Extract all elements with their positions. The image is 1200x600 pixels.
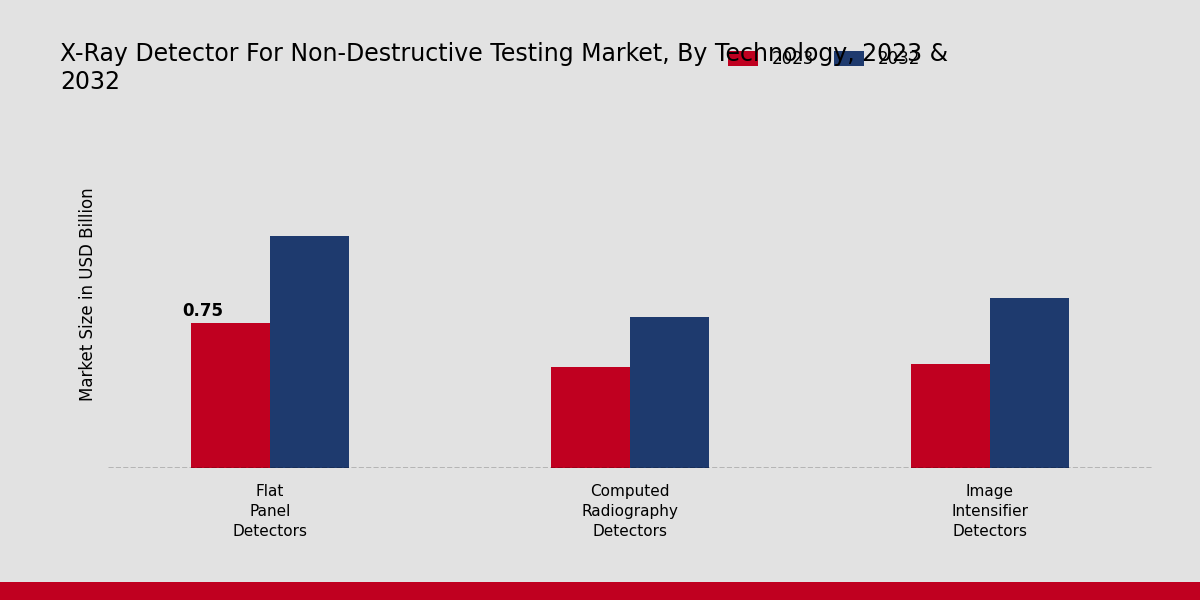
Bar [630, 317, 709, 468]
Bar [990, 298, 1069, 468]
Bar [911, 364, 990, 468]
Bar [191, 323, 270, 468]
Text: 0.75: 0.75 [182, 302, 223, 320]
Bar [551, 367, 630, 468]
Y-axis label: Market Size in USD Billion: Market Size in USD Billion [79, 187, 97, 401]
Text: X-Ray Detector For Non-Destructive Testing Market, By Technology, 2023 &
2032: X-Ray Detector For Non-Destructive Testi… [60, 42, 948, 94]
Bar [270, 236, 349, 468]
Legend: 2023, 2032: 2023, 2032 [728, 50, 919, 68]
